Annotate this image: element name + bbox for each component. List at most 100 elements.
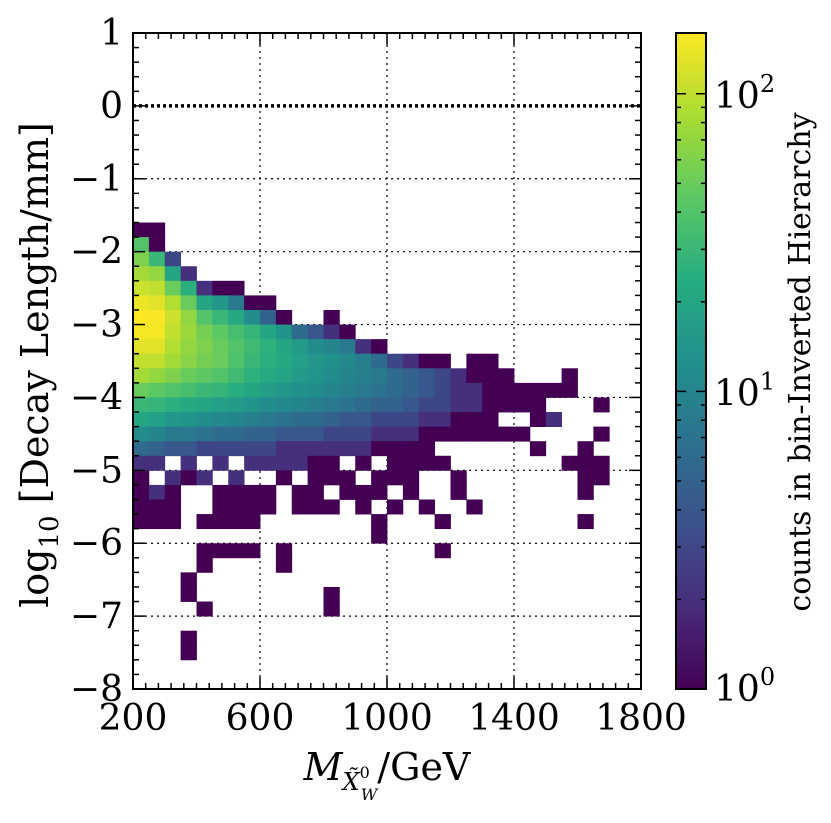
heatmap-bin xyxy=(323,353,340,369)
heatmap-bin xyxy=(371,484,388,500)
heatmap-bin xyxy=(133,237,150,253)
heatmap-bin xyxy=(275,309,293,325)
heatmap-bin xyxy=(482,397,499,413)
heatmap-bin xyxy=(450,382,467,398)
heatmap-bin xyxy=(212,455,229,471)
heatmap-bin xyxy=(482,368,499,384)
heatmap-bin xyxy=(212,412,229,427)
heatmap-bin xyxy=(133,251,150,267)
heatmap-bin xyxy=(434,543,451,559)
heatmap-bin xyxy=(196,426,213,442)
heatmap-bin xyxy=(466,426,483,442)
heatmap-bin xyxy=(291,382,309,398)
heatmap-bin xyxy=(148,514,166,530)
heatmap-bin xyxy=(212,324,229,340)
heatmap-bin xyxy=(402,441,420,457)
heatmap-bin xyxy=(260,324,277,340)
heatmap-bin xyxy=(228,441,245,457)
heatmap-bin xyxy=(212,353,229,369)
heatmap-bin xyxy=(212,499,229,515)
heatmap-bin xyxy=(339,324,356,340)
heatmap-bin xyxy=(148,397,166,413)
heatmap-bin xyxy=(260,455,277,471)
heatmap-bin xyxy=(133,353,150,369)
heatmap-bin xyxy=(133,484,150,500)
heatmap-bin xyxy=(133,470,150,486)
heatmap-bin xyxy=(387,382,404,398)
heatmap-bin xyxy=(212,397,229,413)
axis-ticks xyxy=(132,32,642,690)
heatmap-bin xyxy=(323,499,340,515)
heatmap-bin xyxy=(164,251,182,267)
heatmap-bin xyxy=(228,470,245,486)
heatmap-bin xyxy=(387,455,404,471)
heatmap-bin xyxy=(593,397,610,413)
heatmap-bin xyxy=(148,280,166,296)
heatmap-bin xyxy=(339,484,356,500)
heatmap-bin xyxy=(339,412,356,427)
heatmap-bin xyxy=(133,324,150,340)
heatmap-bin xyxy=(228,543,245,559)
colorbar-tick-label: 101 xyxy=(714,367,775,414)
heatmap-bin xyxy=(275,412,293,427)
heatmap-bin xyxy=(466,368,483,384)
heatmap-bin xyxy=(402,426,420,442)
heatmap-bin xyxy=(450,484,467,500)
y-tick-label: 0 xyxy=(100,86,123,127)
heatmap-bin xyxy=(307,455,324,471)
heatmap-bin xyxy=(260,339,277,355)
heatmap-bin xyxy=(291,324,309,340)
heatmap-bin xyxy=(133,339,150,355)
heatmap-bin xyxy=(529,382,547,398)
heatmap-bin xyxy=(371,412,388,427)
heatmap-bin xyxy=(133,499,150,515)
heatmap-bin xyxy=(387,426,404,442)
x-tick-label: 600 xyxy=(226,698,295,739)
heatmap-bin xyxy=(355,441,372,457)
heatmap-bin xyxy=(355,368,372,384)
heatmap-bin xyxy=(291,353,309,369)
heatmap-bin xyxy=(133,412,150,427)
heatmap-bin xyxy=(387,499,404,515)
heatmap-bin xyxy=(148,441,166,457)
heatmap-bin xyxy=(307,441,324,457)
heatmap-bin xyxy=(418,426,436,442)
heatmap-bin xyxy=(180,572,197,588)
heatmap-bin xyxy=(244,309,261,325)
heatmap-bin xyxy=(196,382,213,398)
heatmap-bin xyxy=(355,339,372,355)
heatmap-bin xyxy=(418,455,436,471)
heatmap-bin xyxy=(577,455,594,471)
heatmap-bin xyxy=(307,426,324,442)
heatmap-bin xyxy=(228,397,245,413)
heatmap-bin xyxy=(228,382,245,398)
heatmap-bin xyxy=(434,382,451,398)
heatmap-bin xyxy=(164,309,182,325)
heatmap-bin xyxy=(164,484,182,500)
heatmap-bin xyxy=(164,470,182,486)
heatmap-bin xyxy=(434,455,451,471)
heatmap-bin xyxy=(402,397,420,413)
colorbar-tick-label: 100 xyxy=(714,663,775,710)
heatmap-bin xyxy=(212,484,229,500)
heatmap-bin xyxy=(434,426,451,442)
heatmap-bin xyxy=(260,397,277,413)
heatmap-bin xyxy=(307,484,324,500)
heatmap-bin xyxy=(402,470,420,486)
heatmap-bin xyxy=(260,309,277,325)
heatmap-bin xyxy=(228,484,245,500)
heatmap-bin xyxy=(164,280,182,296)
heatmap-bin xyxy=(387,412,404,427)
heatmap-bin xyxy=(307,382,324,398)
heatmap-bin xyxy=(196,470,213,486)
heatmap-bin xyxy=(593,455,610,471)
heatmap-bin xyxy=(514,382,531,398)
heatmap-bin xyxy=(244,441,261,457)
heatmap-bin xyxy=(355,499,372,515)
colorbar-tick-labels: 100 101 102 xyxy=(714,70,775,710)
heatmap-bin xyxy=(529,441,547,457)
heatmap-bin xyxy=(228,499,245,515)
heatmap-bin xyxy=(275,543,293,559)
heatmap-bin xyxy=(418,412,436,427)
